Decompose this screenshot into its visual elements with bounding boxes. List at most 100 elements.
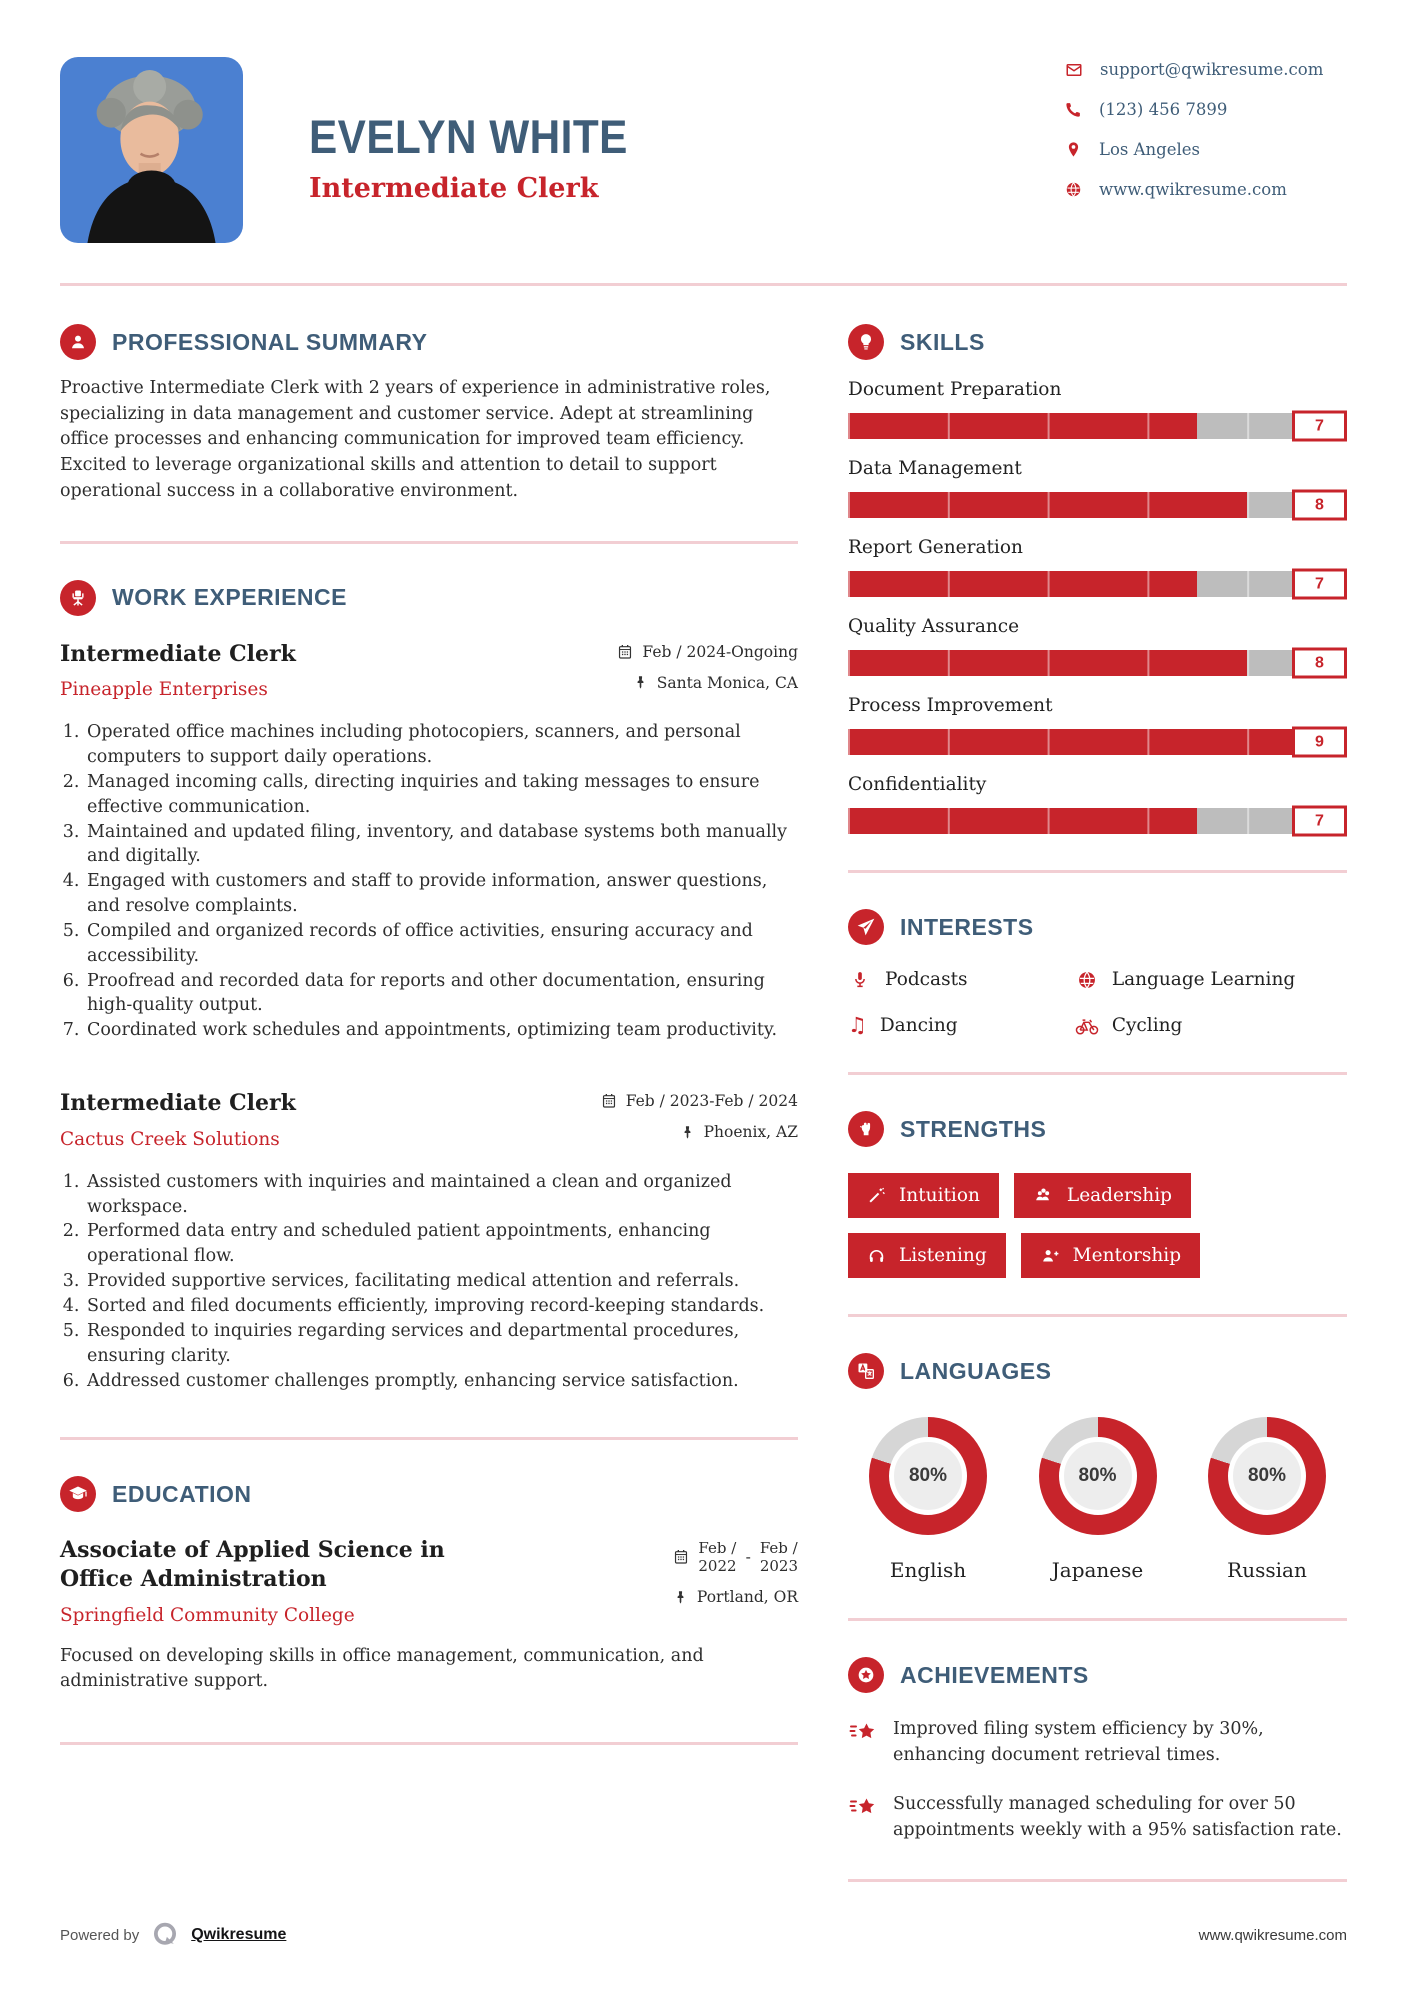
job-1-head: Intermediate Clerk Pineapple Enterprises… [60,640,798,701]
contact-location-text: Los Angeles [1099,140,1200,159]
job-bullet: Maintained and updated filing, inventory… [85,820,798,870]
job-date: Feb / 2023-Feb / 2024 [601,1092,798,1110]
language-percent: 80% [1058,1437,1137,1515]
qwikresume-link[interactable]: Qwikresume [191,1926,287,1944]
date-line: 2023 [759,1557,798,1576]
skill-name: Report Generation [848,537,1023,558]
summary-heading: PROFESSIONAL SUMMARY [112,328,428,355]
footer-website-link[interactable]: www.qwikresume.com [1198,1926,1347,1944]
skill-score: 7 [1292,410,1347,442]
job-location-text: Santa Monica, CA [656,673,798,692]
pushpin-icon [680,1125,695,1140]
strength-label: Mentorship [1072,1245,1182,1266]
user-plus-icon [1040,1246,1060,1265]
skills-section-head: SKILLS [848,324,1347,360]
skill-bar: 7 [848,805,1347,837]
fist-icon [848,1111,884,1147]
education-head: Associate of Applied Science in Office A… [60,1536,798,1625]
education-location: Portland, OR [673,1588,798,1606]
language-donut-chart: 80% [1208,1417,1326,1535]
paper-plane-icon [848,909,884,945]
contact-list: support@qwikresume.com (123) 456 7899 Lo… [1065,57,1347,199]
contact-email[interactable]: support@qwikresume.com [1065,60,1347,79]
contact-website-text: www.qwikresume.com [1099,180,1287,199]
lightbulb-icon [848,324,884,360]
section-divider [60,540,798,544]
skill-score: 7 [1292,805,1347,837]
section-professional-summary: PROFESSIONAL SUMMARY Proactive Intermedi… [60,324,798,505]
globe-icon [1065,181,1082,198]
interests-section-head: INTERESTS [848,909,1347,945]
header-divider [60,283,1347,286]
office-chair-icon [60,579,96,616]
skill-row: Data Management 8 [848,458,1347,521]
job-date-text: Feb / 2023-Feb / 2024 [625,1092,798,1111]
skill-bar: 8 [848,489,1347,521]
job-bullet: Coordinated work schedules and appointme… [85,1018,798,1043]
achievements-heading: ACHIEVEMENTS [900,1661,1089,1688]
contact-phone-text: (123) 456 7899 [1099,100,1228,119]
skill-bar: 7 [848,410,1347,442]
job-bullet: Assisted customers with inquiries and ma… [85,1170,798,1220]
summary-text: Proactive Intermediate Clerk with 2 year… [60,378,771,501]
date-line: Feb / [759,1539,798,1558]
users-icon [1033,1186,1054,1205]
section-strengths: STRENGTHS Intuition Leadership [848,1111,1347,1278]
job-title: Intermediate Clerk [60,1090,296,1117]
contact-phone: (123) 456 7899 [1065,100,1347,119]
job-company: Pineapple Enterprises [60,679,268,701]
strength-label: Listening [899,1245,987,1266]
skill-score: 8 [1292,647,1347,679]
powered-by: Powered by Qwikresume [60,1920,286,1950]
achievement-item: Successfully managed scheduling for over… [848,1792,1347,1843]
music-note-icon: ♫ [848,1013,867,1037]
section-interests: INTERESTS Podcasts Language Learning [848,909,1347,1036]
language-name: English [889,1558,967,1582]
email-icon [1065,61,1083,79]
phone-icon [1065,101,1082,118]
section-work-experience: WORK EXPERIENCE Intermediate Clerk Pinea… [60,579,798,1394]
portrait-illustration [87,70,216,243]
school-name: Springfield Community College [60,1604,355,1626]
header: EVELYN WHITE Intermediate Clerk support@… [60,57,1347,243]
achievement-text: Improved filing system efficiency by 30%… [893,1719,1264,1765]
job-title: Intermediate Clerk [60,640,296,667]
qwikresume-logo [150,1920,180,1950]
section-divider [848,1072,1347,1075]
microphone-icon [848,970,872,990]
job-bullet: Proofread and recorded data for reports … [85,969,798,1019]
translate-icon [848,1353,884,1389]
education-titles: Associate of Applied Science in Office A… [60,1536,520,1625]
contact-website[interactable]: www.qwikresume.com [1065,180,1347,199]
job-2-titles: Intermediate Clerk Cactus Creek Solution… [60,1089,296,1150]
calendar-icon [617,644,633,660]
skill-name: Data Management [848,458,1022,479]
skill-bar: 8 [848,647,1347,679]
education-heading: EDUCATION [112,1480,252,1507]
strength-chip: Mentorship [1020,1233,1201,1278]
skill-bar: 7 [848,568,1347,600]
interest-label: Podcasts [885,969,968,990]
job-1-titles: Intermediate Clerk Pineapple Enterprises [60,640,296,701]
education-date-end: Feb / 2023 [760,1539,798,1575]
job-1-bullets: Operated office machines including photo… [60,720,798,1043]
date-line: Feb / [698,1539,737,1558]
strength-chip: Intuition [848,1173,999,1218]
skill-score: 7 [1292,568,1347,600]
strength-label: Leadership [1066,1185,1172,1206]
profile-photo [60,57,243,243]
contact-email-text: support@qwikresume.com [1100,60,1324,79]
interest-item: Language Learning [1075,969,1347,990]
section-divider [848,1314,1347,1317]
left-column: PROFESSIONAL SUMMARY Proactive Intermedi… [60,324,798,1900]
magic-wand-icon [867,1186,886,1205]
skill-row: Report Generation 7 [848,537,1347,600]
language-donut-chart: 80% [869,1417,987,1535]
interests-heading: INTERESTS [900,913,1034,940]
pushpin-icon [633,675,648,690]
job-date: Feb / 2024-Ongoing [617,643,798,661]
section-divider [848,1879,1347,1883]
award-star-icon [848,1657,884,1693]
location-icon [1065,141,1082,158]
